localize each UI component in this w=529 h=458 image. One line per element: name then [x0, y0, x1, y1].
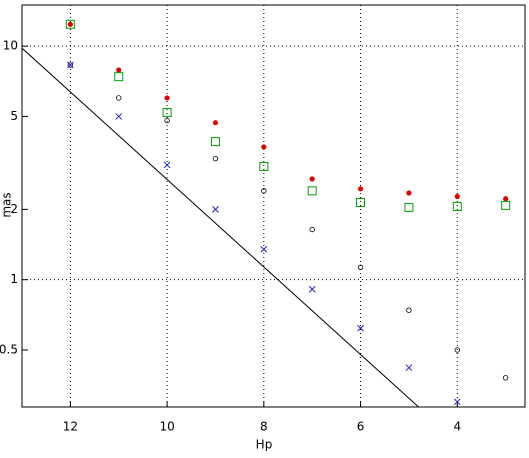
x-tick-label: 10 — [159, 420, 174, 434]
point — [67, 62, 74, 68]
point — [162, 107, 172, 117]
x-tick-label: 4 — [453, 420, 461, 434]
point — [65, 19, 75, 29]
point — [309, 176, 315, 182]
point — [309, 226, 315, 233]
y-tick-label: 5 — [10, 109, 18, 123]
point — [502, 375, 509, 381]
point — [261, 144, 267, 150]
point — [308, 285, 316, 293]
point — [212, 155, 219, 162]
point — [405, 364, 413, 372]
point — [210, 137, 220, 147]
point — [259, 162, 269, 172]
y-tick-label: 0.5 — [0, 342, 18, 356]
point — [454, 193, 460, 200]
x-tick-label: 6 — [357, 420, 365, 434]
plot-frame — [21, 4, 526, 408]
y-tick-label: 10 — [3, 39, 18, 53]
point — [67, 21, 73, 27]
x-tick-label: 8 — [260, 420, 268, 434]
point — [164, 95, 170, 101]
point — [454, 347, 460, 353]
point — [406, 190, 412, 196]
point — [406, 307, 412, 313]
point — [261, 188, 267, 194]
point — [116, 95, 122, 101]
point — [503, 196, 509, 202]
point — [260, 245, 268, 253]
point — [452, 201, 462, 211]
x-axis-label: Hp — [256, 438, 273, 452]
point — [67, 61, 74, 69]
fit-line — [22, 47, 419, 407]
y-tick-label: 1 — [10, 272, 18, 286]
point — [163, 161, 171, 169]
point — [212, 206, 219, 213]
point — [357, 324, 364, 332]
point — [453, 398, 461, 406]
point — [357, 264, 364, 270]
point — [357, 186, 364, 192]
point — [164, 117, 170, 124]
point — [404, 202, 414, 212]
point — [212, 120, 219, 126]
y-tick-label: 2 — [10, 202, 18, 216]
point — [501, 200, 511, 210]
point — [356, 198, 366, 208]
point — [114, 72, 124, 82]
point — [115, 113, 123, 120]
point — [307, 186, 317, 196]
y-axis-label: mas — [0, 192, 14, 217]
point — [116, 67, 122, 73]
x-tick-label: 12 — [63, 420, 78, 434]
